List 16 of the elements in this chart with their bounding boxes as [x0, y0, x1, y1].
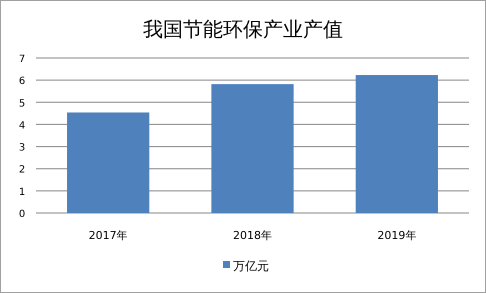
- legend-label: 万亿元: [233, 259, 269, 273]
- y-tick-label: 3: [18, 142, 26, 154]
- x-tick-label: 2017年: [88, 229, 128, 242]
- chart-title: 我国节能环保产业产值: [143, 17, 343, 41]
- bar: [67, 112, 150, 213]
- bar: [211, 84, 294, 213]
- y-tick-label: 6: [18, 76, 26, 88]
- bar: [356, 75, 438, 213]
- y-tick-label: 1: [18, 186, 26, 198]
- y-tick-label: 4: [18, 120, 26, 132]
- x-tick-label: 2018年: [233, 229, 272, 242]
- x-tick-label: 2019年: [377, 229, 416, 242]
- y-tick-label: 2: [18, 164, 26, 176]
- y-tick-label: 7: [18, 54, 26, 65]
- y-tick-label: 5: [18, 98, 26, 110]
- y-tick-label: 0: [18, 209, 26, 220]
